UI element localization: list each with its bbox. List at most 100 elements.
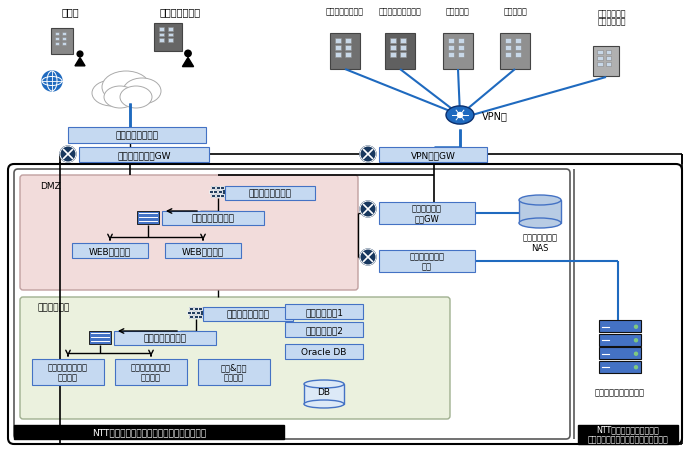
Bar <box>448 53 454 58</box>
Text: アプリケーション
サーバー: アプリケーション サーバー <box>131 363 171 382</box>
Bar <box>345 39 351 44</box>
Circle shape <box>360 202 376 218</box>
Bar <box>187 311 190 314</box>
Circle shape <box>457 113 462 118</box>
Bar <box>606 51 611 55</box>
Text: DMZ: DMZ <box>40 181 61 190</box>
Text: 需要家: 需要家 <box>61 7 79 17</box>
Bar <box>385 34 415 70</box>
Bar <box>62 43 66 46</box>
Circle shape <box>185 51 191 57</box>
Text: NTTコミュニケーションズ（クラウド基盤）: NTTコミュニケーションズ（クラウド基盤） <box>92 428 206 437</box>
Text: 集計&計算
サーバー: 集計&計算 サーバー <box>221 363 247 382</box>
Bar <box>211 195 215 198</box>
Bar <box>500 34 530 70</box>
Circle shape <box>360 147 376 162</box>
Bar <box>168 28 173 32</box>
Bar <box>515 46 521 51</box>
Bar <box>345 53 351 58</box>
Text: ゲートウェイ1: ゲートウェイ1 <box>305 308 343 316</box>
Bar <box>165 243 241 258</box>
Bar <box>55 38 59 41</box>
Bar <box>598 57 602 61</box>
Text: ロードバランサー: ロードバランサー <box>192 214 235 223</box>
Bar <box>443 34 473 70</box>
FancyBboxPatch shape <box>20 176 358 291</box>
Bar <box>390 39 396 44</box>
FancyBboxPatch shape <box>20 297 450 419</box>
Text: 佐伯発電所: 佐伯発電所 <box>503 7 527 17</box>
Bar <box>330 34 360 70</box>
Bar <box>225 187 315 201</box>
Text: バックアップ用
NAS: バックアップ用 NAS <box>522 233 558 252</box>
Bar <box>32 359 104 385</box>
Text: サービス相互
接続GW: サービス相互 接続GW <box>412 204 442 223</box>
Bar <box>159 34 164 37</box>
Bar <box>168 34 173 37</box>
Circle shape <box>635 353 638 355</box>
Bar <box>379 148 487 162</box>
Bar <box>213 190 217 194</box>
Bar <box>154 24 182 52</box>
Circle shape <box>635 325 638 329</box>
Text: WEBサーバー: WEBサーバー <box>182 246 224 256</box>
Text: 印刷代行業者: 印刷代行業者 <box>598 10 627 18</box>
Bar <box>515 39 521 44</box>
Text: アプリケーション
サーバー: アプリケーション サーバー <box>48 363 88 382</box>
Bar <box>62 33 66 36</box>
Bar <box>194 308 197 311</box>
Bar <box>285 322 363 337</box>
Bar <box>89 331 111 344</box>
Bar <box>304 384 344 404</box>
Ellipse shape <box>102 72 150 104</box>
Bar <box>457 39 464 44</box>
Ellipse shape <box>519 218 561 229</box>
Bar <box>505 39 511 44</box>
Bar <box>211 187 225 199</box>
Bar <box>390 46 396 51</box>
Text: コロケーション
接続: コロケーション 接続 <box>409 252 444 271</box>
Bar <box>203 308 293 321</box>
Circle shape <box>635 339 638 342</box>
Bar <box>598 51 602 55</box>
Text: Oracle DB: Oracle DB <box>302 347 346 356</box>
Bar <box>220 195 224 198</box>
Bar <box>14 425 284 439</box>
Text: カスタマーセンター: カスタマーセンター <box>379 7 422 17</box>
Ellipse shape <box>104 87 136 109</box>
Text: ゲートウェイ2: ゲートウェイ2 <box>305 325 343 334</box>
Bar <box>457 46 464 51</box>
Bar <box>448 46 454 51</box>
Bar <box>198 359 270 385</box>
Text: ファイアウォール: ファイアウォール <box>226 310 270 319</box>
Bar <box>137 211 159 224</box>
Bar <box>189 308 193 311</box>
Circle shape <box>360 249 376 265</box>
Bar <box>220 187 224 190</box>
Bar <box>379 251 475 272</box>
Circle shape <box>42 72 62 92</box>
Bar <box>335 53 341 58</box>
Bar <box>218 190 222 194</box>
Text: ロードバランサー: ロードバランサー <box>144 334 186 343</box>
Bar <box>400 53 406 58</box>
Ellipse shape <box>304 380 344 388</box>
Bar <box>379 202 475 224</box>
Bar <box>599 361 641 373</box>
Bar <box>115 359 187 385</box>
Bar <box>400 39 406 44</box>
Bar <box>198 308 202 311</box>
Bar <box>62 38 66 41</box>
Ellipse shape <box>123 79 161 105</box>
Bar <box>216 195 219 198</box>
Text: WEBサーバー: WEBサーバー <box>89 246 131 256</box>
Text: イーレックス本社: イーレックス本社 <box>326 7 364 17</box>
Bar <box>599 320 641 332</box>
Bar <box>72 243 148 258</box>
Text: VPN接続GW: VPN接続GW <box>411 151 455 160</box>
Bar <box>448 39 454 44</box>
Text: 決済代行業者: 決済代行業者 <box>598 17 627 27</box>
Ellipse shape <box>304 400 344 408</box>
Text: VPN網: VPN網 <box>482 111 508 121</box>
Bar <box>400 46 406 51</box>
